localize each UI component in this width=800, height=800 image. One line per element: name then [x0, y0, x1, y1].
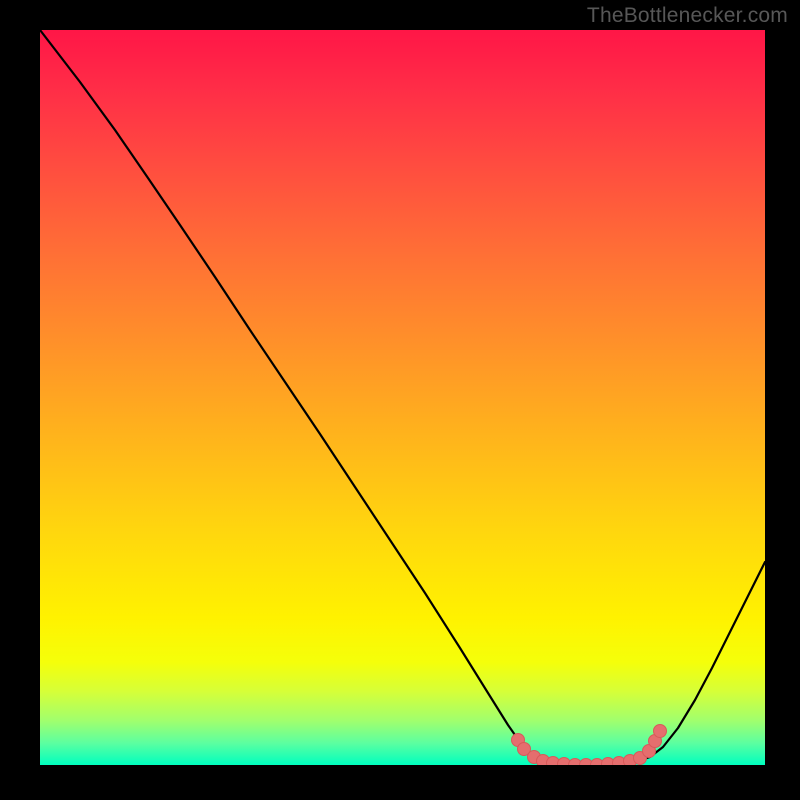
plot-area	[40, 30, 765, 765]
optimal-range-markers	[512, 725, 667, 766]
watermark-text: TheBottlenecker.com	[587, 4, 788, 28]
marker-dot	[654, 725, 667, 738]
bottleneck-curve	[40, 30, 765, 765]
curve-layer	[40, 30, 765, 765]
chart-frame: TheBottlenecker.com	[0, 0, 800, 800]
